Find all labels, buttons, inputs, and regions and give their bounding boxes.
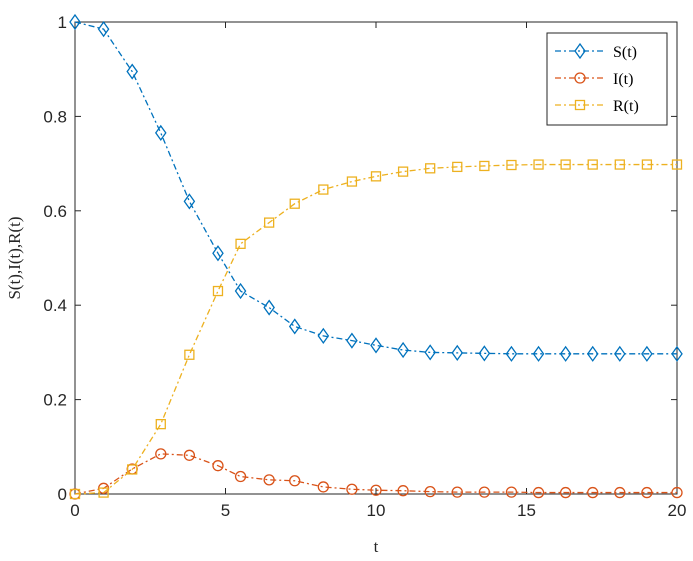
legend-marker	[574, 72, 586, 84]
data-point-rt	[289, 198, 300, 209]
data-point-rt	[235, 238, 246, 249]
data-point-st	[317, 327, 330, 344]
data-point-it	[641, 486, 653, 499]
data-point-rt	[479, 160, 490, 172]
y-tick-label: 0.6	[43, 202, 67, 221]
data-point-it	[532, 486, 545, 499]
legend-entry-st: S(t)	[555, 42, 637, 61]
data-point-rt	[127, 464, 138, 475]
data-point-rt	[98, 487, 109, 498]
data-point-rt	[370, 171, 382, 182]
data-point-it	[212, 460, 224, 472]
axis-ticks: 0 5 10 15 20 0 0.2 0.4 0.6 0.8 1	[43, 13, 686, 520]
data-point-st	[263, 299, 275, 316]
legend-label: I(t)	[613, 71, 633, 88]
data-point-st	[288, 318, 301, 335]
legend: S(t) I(t) R(t)	[546, 32, 668, 126]
data-point-st	[614, 345, 626, 362]
legend-marker	[574, 42, 586, 60]
y-tick-label: 0.4	[43, 296, 67, 315]
data-point-st	[671, 345, 683, 362]
series-line-st	[74, 21, 677, 355]
data-point-it	[505, 486, 518, 498]
data-point-it	[317, 481, 329, 493]
data-point-st	[424, 344, 436, 361]
data-point-st	[641, 345, 653, 362]
legend-entry-it: I(t)	[555, 71, 633, 88]
data-point-it	[263, 474, 275, 486]
legend-entry-rt: R(t)	[555, 98, 639, 115]
data-point-st	[397, 341, 409, 359]
data-point-rt	[671, 159, 683, 170]
series-it	[69, 448, 683, 500]
data-point-rt	[587, 159, 598, 170]
data-point-rt	[69, 488, 81, 500]
data-point-st	[586, 345, 599, 362]
y-tick-label: 0	[58, 485, 67, 504]
y-tick-label: 1	[58, 13, 67, 32]
data-point-it	[478, 486, 491, 498]
data-point-it	[346, 483, 358, 495]
data-point-st	[97, 20, 110, 38]
data-point-it	[370, 484, 382, 496]
series-rt	[69, 159, 683, 500]
data-point-st	[69, 13, 81, 31]
data-point-rt	[397, 166, 409, 177]
data-point-rt	[506, 159, 517, 171]
data-point-it	[559, 486, 572, 499]
series-line-it	[74, 453, 677, 495]
x-tick-label: 0	[70, 501, 79, 520]
data-point-it	[451, 486, 463, 498]
data-point-rt	[318, 184, 329, 195]
legend-marker	[574, 99, 586, 111]
data-point-it	[671, 486, 683, 499]
data-point-rt	[263, 217, 275, 228]
data-point-rt	[212, 285, 224, 297]
series-line-rt	[74, 163, 677, 495]
data-point-it	[397, 485, 409, 497]
series-st	[69, 13, 683, 362]
data-point-st	[234, 282, 247, 300]
data-point-rt	[533, 159, 544, 170]
data-point-it	[155, 448, 167, 460]
y-axis-label: S(t),I(t),R(t)	[5, 216, 24, 299]
data-point-st	[451, 344, 464, 361]
data-point-rt	[346, 176, 358, 187]
data-point-st	[370, 337, 382, 354]
data-point-st	[183, 193, 196, 210]
legend-label: S(t)	[613, 44, 637, 61]
data-point-st	[212, 245, 224, 262]
data-point-st	[154, 124, 167, 142]
data-point-rt	[425, 163, 436, 174]
data-point-st	[478, 345, 491, 362]
data-point-st	[532, 345, 545, 362]
data-point-rt	[452, 161, 463, 173]
data-point-it	[234, 470, 247, 483]
data-point-rt	[155, 418, 166, 430]
legend-label: R(t)	[613, 98, 639, 115]
data-point-it	[183, 449, 196, 461]
data-point-st	[346, 332, 358, 349]
y-tick-label: 0.8	[43, 107, 67, 126]
data-point-st	[505, 345, 518, 362]
x-tick-label: 10	[367, 501, 386, 520]
data-point-rt	[560, 159, 571, 170]
y-tick-label: 0.2	[43, 391, 67, 410]
x-tick-label: 15	[517, 501, 536, 520]
data-point-it	[614, 486, 626, 499]
x-axis-label: t	[374, 537, 379, 556]
x-tick-label: 5	[221, 501, 230, 520]
data-point-st	[559, 345, 572, 362]
legend-box	[546, 32, 668, 126]
data-point-rt	[184, 349, 195, 360]
data-point-it	[289, 475, 301, 487]
data-point-rt	[641, 159, 653, 170]
data-point-st	[126, 63, 138, 80]
data-point-it	[587, 486, 599, 499]
series-layer	[69, 13, 683, 500]
data-point-it	[424, 485, 436, 498]
x-tick-label: 20	[668, 501, 687, 520]
data-point-rt	[614, 159, 625, 170]
